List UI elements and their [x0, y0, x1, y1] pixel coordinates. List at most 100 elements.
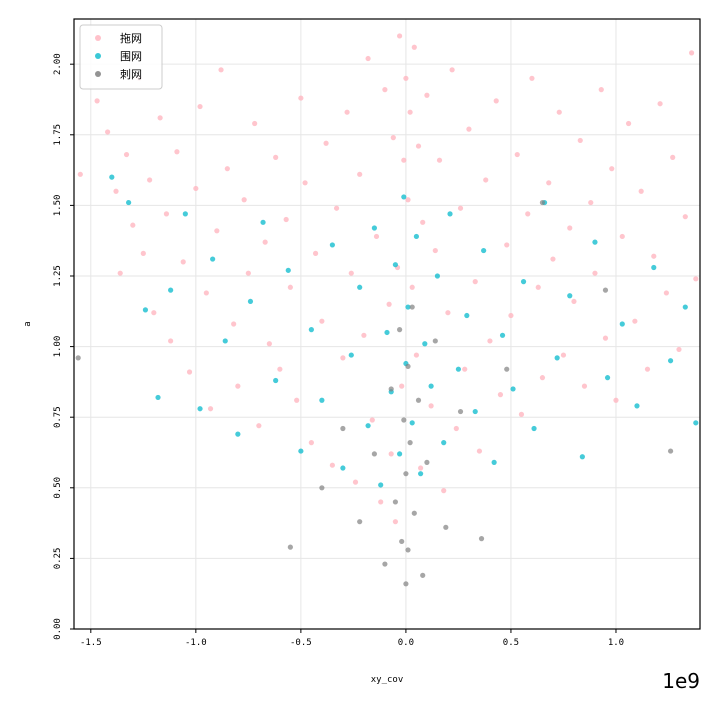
legend-marker: [95, 53, 101, 59]
data-point: [401, 157, 407, 163]
data-point: [420, 572, 426, 578]
data-point: [392, 519, 399, 525]
data-point: [424, 459, 430, 465]
data-point: [182, 211, 188, 217]
data-point: [273, 154, 279, 160]
data-point: [598, 87, 604, 93]
data-point: [308, 327, 314, 333]
data-point: [464, 312, 470, 319]
data-point: [499, 332, 506, 338]
data-point: [365, 423, 371, 429]
data-point: [371, 225, 377, 231]
data-point: [602, 335, 609, 341]
data-point: [405, 363, 411, 369]
data-point: [556, 109, 562, 115]
data-point: [399, 538, 405, 545]
data-point: [531, 425, 537, 432]
data-point: [619, 321, 625, 327]
data-point: [407, 440, 413, 446]
data-point: [77, 171, 83, 177]
data-point: [403, 471, 409, 477]
data-point: [413, 352, 420, 358]
data-point: [625, 120, 632, 127]
data-point: [147, 177, 153, 183]
data-point: [682, 304, 688, 310]
data-point: [397, 33, 403, 39]
data-point: [443, 524, 449, 530]
data-point: [371, 451, 377, 457]
data-point: [373, 233, 380, 240]
data-point: [539, 199, 546, 206]
data-point: [418, 465, 424, 471]
data-point: [344, 109, 350, 115]
data-point: [667, 358, 674, 364]
data-point: [670, 154, 676, 160]
data-point: [340, 425, 346, 432]
data-point: [602, 287, 609, 293]
x-axis-label: xy_cov: [371, 675, 404, 685]
data-point: [504, 366, 510, 372]
data-point: [392, 262, 399, 268]
data-point: [436, 157, 443, 163]
data-point: [388, 386, 394, 392]
data-point: [207, 406, 214, 412]
data-point: [357, 519, 363, 525]
data-point: [504, 242, 510, 248]
data-point: [651, 253, 657, 259]
data-point: [168, 287, 174, 293]
y-tick-label: 0.25: [53, 548, 63, 570]
data-point: [126, 199, 132, 206]
data-point: [75, 355, 81, 361]
data-point: [231, 321, 237, 327]
data-point: [634, 403, 640, 409]
data-point: [508, 312, 514, 319]
data-point: [245, 270, 251, 276]
data-point: [109, 174, 115, 180]
data-point: [550, 256, 556, 262]
x-tick-label: -1.0: [185, 638, 207, 648]
data-point: [638, 188, 644, 194]
data-point: [151, 310, 157, 316]
data-point: [441, 440, 447, 446]
data-point: [663, 290, 669, 296]
data-point: [682, 214, 688, 220]
data-point: [424, 92, 430, 98]
data-point: [384, 329, 390, 336]
data-point: [409, 284, 415, 290]
legend-marker: [95, 35, 101, 41]
data-point: [491, 459, 497, 465]
data-point: [472, 408, 478, 415]
y-tick-label: 0.75: [53, 406, 63, 428]
data-point: [277, 366, 283, 372]
data-point: [422, 341, 428, 347]
data-point: [94, 98, 100, 104]
x-tick-label: 0.5: [503, 638, 519, 648]
data-point: [613, 397, 619, 403]
data-point: [409, 420, 415, 426]
data-point: [302, 180, 308, 186]
data-point: [260, 219, 266, 225]
data-point: [449, 67, 455, 73]
y-tick-label: 1.00: [53, 336, 63, 358]
data-point: [266, 341, 272, 347]
data-point: [361, 332, 367, 338]
data-point: [388, 451, 394, 457]
data-point: [333, 205, 340, 211]
data-point: [323, 140, 329, 146]
data-point: [415, 397, 422, 403]
data-point: [529, 75, 535, 81]
data-point: [329, 242, 335, 248]
data-point: [588, 199, 594, 206]
data-point: [497, 392, 504, 398]
data-point: [348, 352, 354, 358]
data-point: [386, 301, 392, 307]
data-point: [535, 284, 541, 290]
x-tick-label: 1.0: [608, 638, 624, 648]
data-point: [312, 250, 319, 256]
data-point: [382, 561, 388, 567]
data-point: [287, 284, 293, 290]
data-point: [667, 448, 674, 454]
data-point: [329, 462, 335, 468]
data-point: [140, 250, 146, 256]
